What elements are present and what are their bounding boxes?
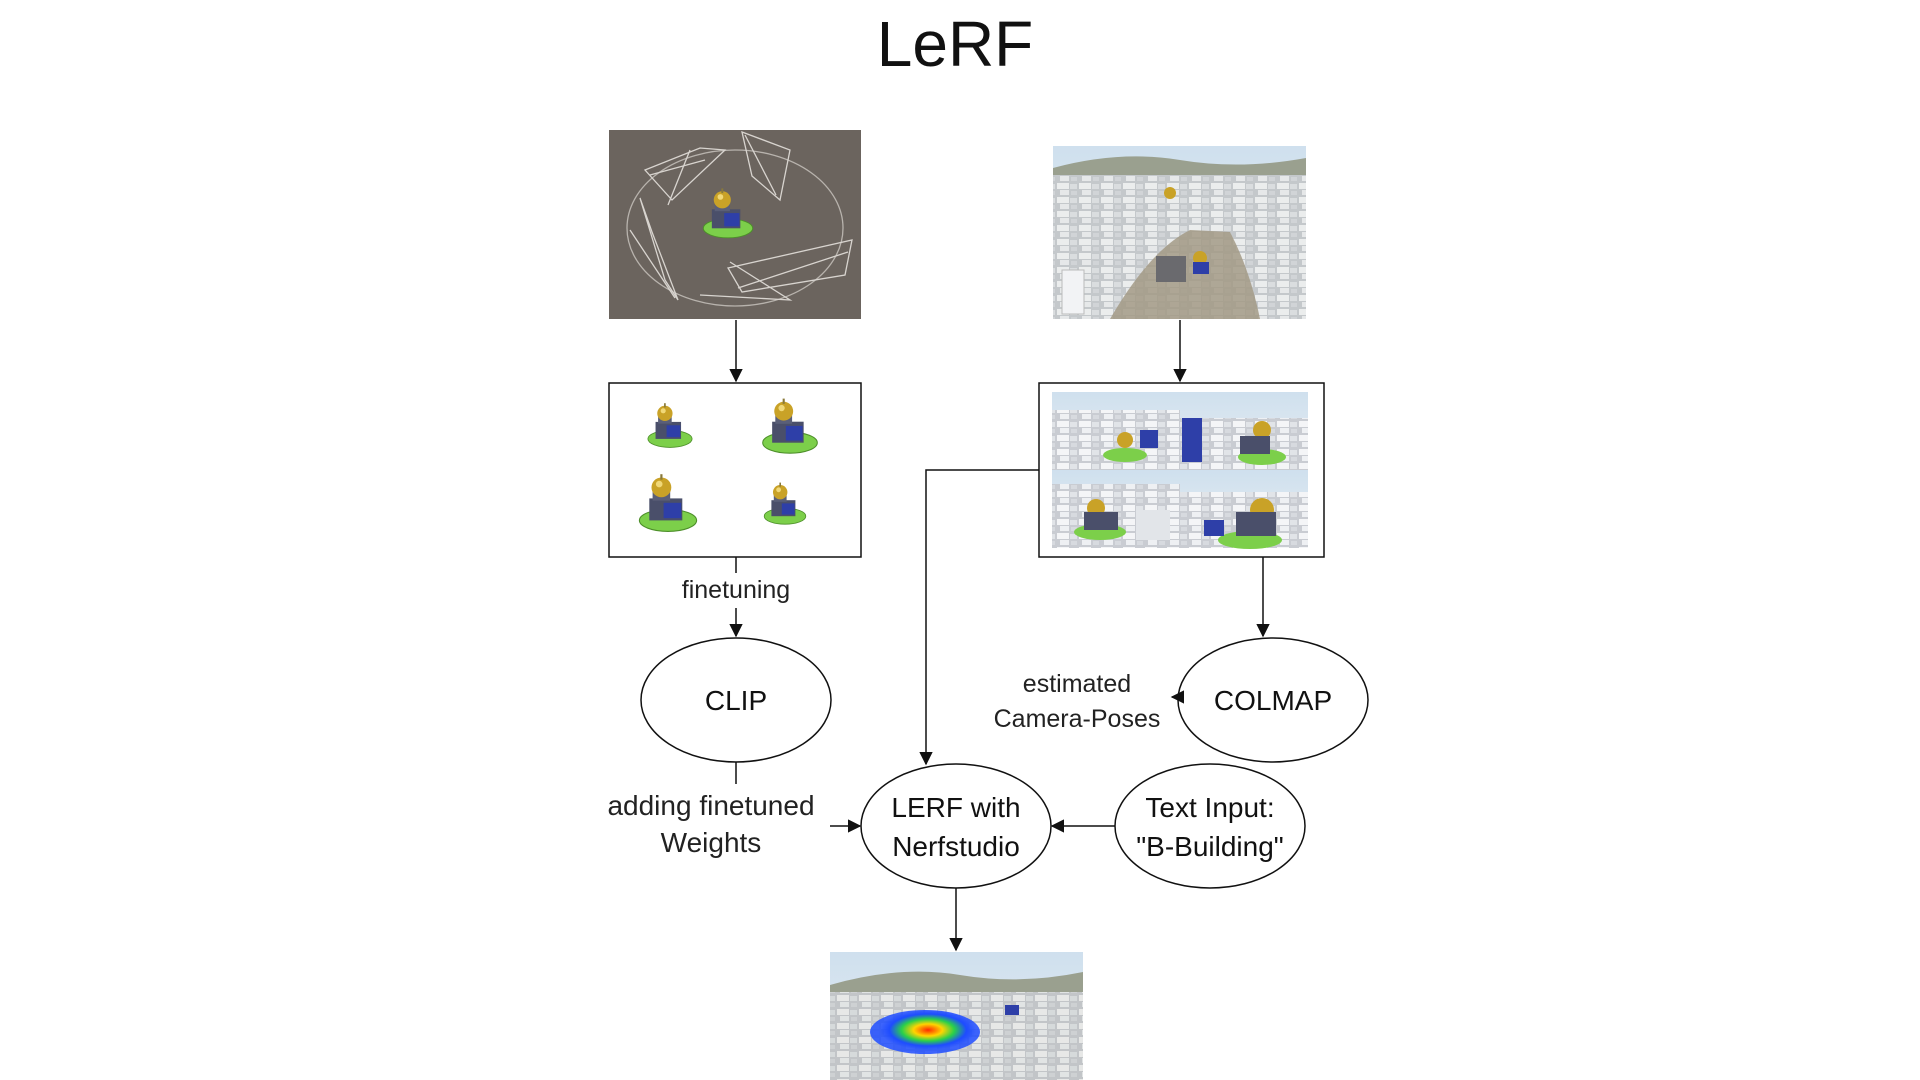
adding-weights-label-line1: adding finetuned bbox=[607, 790, 814, 821]
lerf-label-line2: Nerfstudio bbox=[892, 831, 1020, 862]
text-input-label-line1: Text Input: bbox=[1145, 792, 1274, 823]
clip-node: CLIP bbox=[640, 637, 832, 763]
camera-rig-image bbox=[609, 130, 861, 319]
arrow-grid-to-lerf bbox=[919, 469, 1039, 766]
building-views-image bbox=[608, 382, 862, 558]
colmap-node: COLMAP bbox=[1177, 637, 1369, 763]
diagram-title: LeRF bbox=[877, 8, 1034, 80]
lerf-label-line1: LERF with bbox=[891, 792, 1020, 823]
text-input-label-line2: "B-Building" bbox=[1136, 831, 1284, 862]
city-views-image bbox=[1038, 382, 1325, 558]
clip-label: CLIP bbox=[705, 685, 767, 716]
lerf-node: LERF with Nerfstudio bbox=[860, 763, 1052, 889]
adding-weights-label-line2: Weights bbox=[661, 827, 762, 858]
connectors bbox=[729, 320, 1270, 952]
text-input-node: Text Input: "B-Building" bbox=[1114, 763, 1306, 889]
finetuning-label: finetuning bbox=[682, 576, 790, 604]
relevancy-map-image bbox=[830, 952, 1083, 1080]
city-scene-image bbox=[1053, 146, 1306, 319]
estimated-label: estimated bbox=[1023, 670, 1131, 698]
colmap-label: COLMAP bbox=[1214, 685, 1332, 716]
camera-poses-label: Camera-Poses bbox=[994, 705, 1161, 733]
